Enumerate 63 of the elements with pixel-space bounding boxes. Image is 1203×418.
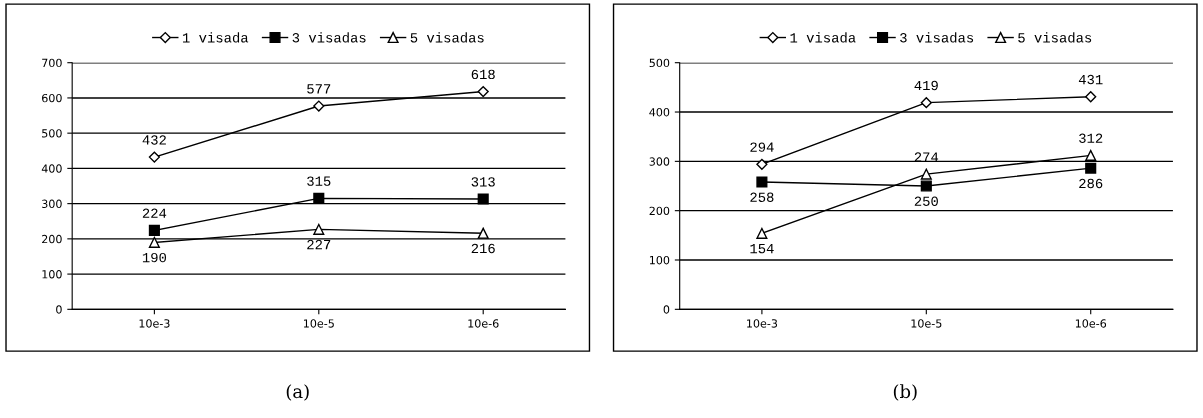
point	[756, 176, 768, 188]
x-tick-label: 10e-6	[1075, 319, 1107, 328]
legend-label: 5 visadas	[410, 32, 484, 43]
y-tick-label: 200	[649, 206, 670, 216]
x-tick-label: 10e-6	[468, 319, 499, 328]
y-tick-label: 300	[42, 199, 62, 209]
point	[477, 227, 489, 239]
data-label: 258	[750, 192, 774, 202]
y-tick-label: 600	[42, 93, 62, 103]
point	[477, 193, 489, 205]
data-label: 577	[307, 84, 331, 94]
y-tick-label: 200	[42, 234, 62, 244]
data-label: 190	[142, 252, 167, 263]
x-tick-label: 10e-3	[747, 319, 778, 328]
point	[756, 227, 768, 239]
data-label: 312	[1079, 133, 1103, 143]
data-label: 419	[914, 80, 938, 91]
data-label: 216	[471, 243, 495, 254]
point	[313, 192, 325, 204]
y-tick-label: 0	[663, 305, 670, 314]
x-tick-label: 10e-5	[303, 319, 334, 328]
point	[920, 180, 932, 192]
y-tick-label: 100	[649, 255, 670, 265]
data-label: 286	[1079, 178, 1103, 189]
point	[313, 223, 325, 235]
y-tick-label: 500	[649, 58, 670, 68]
y-tick-label: 700	[42, 58, 62, 68]
point	[920, 97, 932, 109]
y-tick-label: 100	[42, 270, 62, 279]
data-label: 250	[914, 196, 938, 206]
x-tick-label: 10e-5	[911, 319, 942, 328]
x-tick-label: 10e-3	[139, 319, 170, 328]
point	[148, 224, 160, 236]
data-label: 294	[750, 142, 774, 152]
legend-label: 5 visadas	[1018, 32, 1092, 43]
text: (b)	[893, 384, 917, 401]
point	[1085, 149, 1097, 161]
data-label: 227	[307, 239, 331, 250]
point	[148, 151, 160, 163]
data-label: 432	[142, 135, 166, 145]
point	[756, 158, 768, 170]
y-tick-label: 500	[42, 129, 62, 138]
text: (a)	[286, 384, 309, 401]
point	[313, 100, 325, 112]
data-label: 224	[142, 208, 167, 218]
y-tick-label: 0	[56, 305, 62, 314]
legend-label: 3 visadas	[900, 32, 974, 43]
point	[1085, 91, 1097, 103]
point	[1085, 162, 1097, 174]
legend-label: 1 visada	[182, 32, 249, 43]
legend-label: 1 visada	[790, 32, 856, 43]
y-tick-label: 400	[41, 164, 62, 173]
y-tick-label: 300	[649, 157, 670, 166]
data-label: 431	[1078, 74, 1103, 85]
point	[148, 236, 160, 248]
data-label: 154	[750, 244, 774, 254]
data-label: 315	[307, 176, 331, 186]
data-label: 618	[471, 69, 495, 80]
data-label: 313	[471, 177, 495, 187]
point	[920, 168, 932, 180]
y-tick-label: 400	[649, 108, 670, 117]
point	[477, 85, 489, 98]
legend-label: 3 visadas	[292, 32, 366, 43]
